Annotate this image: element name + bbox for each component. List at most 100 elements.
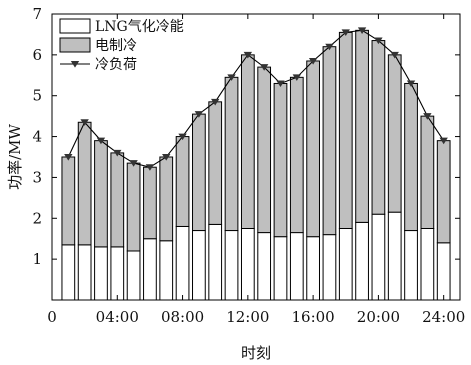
load-marker	[325, 43, 334, 51]
x-tick-label: 20:00	[357, 308, 400, 326]
bar-lng-segment	[355, 221, 369, 301]
load-marker	[211, 98, 220, 106]
load-marker	[357, 27, 367, 34]
bar-lng-segment	[208, 223, 223, 301]
bar-lng-segment	[175, 225, 190, 301]
bar-lng-segment	[224, 230, 239, 301]
bar-electric-segment	[371, 40, 386, 215]
y-tick-label: 1	[32, 250, 42, 268]
plot-frame	[51, 13, 461, 301]
x-tick-label: 08:00	[161, 308, 204, 326]
bar-electric-segment	[289, 76, 304, 234]
load-marker	[227, 74, 236, 81]
y-tick-label: 7	[32, 5, 42, 23]
load-marker	[390, 51, 399, 59]
load-marker	[341, 29, 350, 36]
load-marker	[374, 37, 383, 45]
bar-lng-segment	[273, 236, 288, 301]
bars-layer	[61, 29, 451, 301]
bar-electric-segment	[355, 29, 369, 223]
bar-lng-segment	[338, 228, 353, 301]
load-marker	[439, 137, 448, 145]
bar-electric-segment	[240, 54, 255, 229]
bar-electric-segment	[159, 156, 174, 242]
load-marker	[308, 57, 318, 65]
bar-electric-segment	[224, 76, 239, 232]
bar-lng-segment	[387, 211, 402, 301]
bar-electric-segment	[143, 166, 157, 240]
bar-electric-segment	[94, 140, 108, 248]
bar-electric-segment	[387, 54, 402, 213]
load-marker	[276, 80, 285, 88]
bar-electric-segment	[110, 152, 125, 248]
bar-electric-segment	[420, 115, 435, 229]
bar-electric-segment	[208, 101, 223, 225]
load-marker	[292, 74, 301, 81]
load-marker	[406, 80, 416, 88]
legend-swatch-lng	[59, 18, 91, 34]
legend-label-lng: LNG气化冷能	[95, 19, 184, 35]
legend-swatch-load-marker	[70, 61, 80, 68]
load-marker	[80, 119, 89, 126]
load-marker	[243, 51, 253, 59]
y-tick-label: 6	[32, 46, 42, 64]
bar-electric-segment	[322, 46, 337, 236]
y-tick-label: 2	[32, 209, 42, 227]
bar-electric-segment	[338, 31, 353, 229]
bar-lng-segment	[436, 242, 451, 301]
bar-electric-segment	[273, 82, 288, 238]
load-marker	[96, 137, 106, 145]
load-marker	[162, 154, 171, 161]
bar-lng-segment	[306, 236, 320, 301]
bar-electric-segment	[404, 82, 418, 232]
axes-layer: 0 04:00 08:00 12:00 16:00 20:00 24:00 1 2 3 4 5 6 7	[32, 5, 465, 326]
bar-electric-segment	[77, 121, 92, 246]
bar-lng-segment	[159, 240, 174, 301]
load-marker	[64, 154, 73, 161]
x-axis-label: 时刻	[241, 344, 271, 362]
load-marker	[145, 164, 155, 171]
bar-lng-segment	[289, 232, 304, 301]
bar-lng-segment	[371, 213, 386, 301]
load-marker	[129, 160, 138, 167]
x-tick-label: 24:00	[422, 308, 465, 326]
bar-lng-segment	[192, 230, 206, 301]
bar-lng-segment	[61, 244, 76, 301]
bar-lng-segment	[126, 250, 141, 301]
x-tick-label: 16:00	[292, 308, 335, 326]
y-tick-label: 4	[32, 128, 42, 146]
bar-lng-segment	[110, 246, 125, 301]
bar-electric-segment	[257, 66, 272, 234]
x-tick-label: 0	[47, 308, 57, 326]
legend-label-electric: 电制冷	[95, 38, 137, 54]
load-line-layer	[64, 27, 448, 171]
bar-electric-segment	[175, 136, 190, 227]
load-marker	[259, 64, 269, 71]
y-axis-label: 功率/MW	[6, 124, 24, 190]
legend-label-load: 冷负荷	[95, 57, 137, 73]
x-tick-label: 12:00	[226, 308, 269, 326]
bar-electric-segment	[61, 156, 76, 246]
bar-lng-segment	[143, 238, 157, 301]
load-marker	[194, 111, 204, 118]
load-marker	[113, 149, 122, 157]
bar-electric-segment	[192, 113, 206, 232]
bar-lng-segment	[240, 228, 255, 301]
bar-lng-segment	[257, 232, 272, 301]
bar-electric-segment	[306, 60, 320, 238]
bar-electric-segment	[436, 140, 451, 244]
load-marker	[423, 113, 432, 120]
bar-lng-segment	[420, 228, 435, 301]
bar-lng-segment	[404, 230, 418, 301]
y-tick-label: 5	[32, 87, 42, 105]
bar-electric-segment	[126, 162, 141, 252]
bar-lng-segment	[77, 244, 92, 301]
bar-lng-segment	[94, 246, 108, 301]
legend-swatch-electric	[59, 37, 91, 53]
bar-lng-segment	[322, 234, 337, 301]
load-marker	[178, 133, 187, 141]
y-tick-label: 3	[32, 168, 42, 186]
x-tick-label: 04:00	[96, 308, 139, 326]
